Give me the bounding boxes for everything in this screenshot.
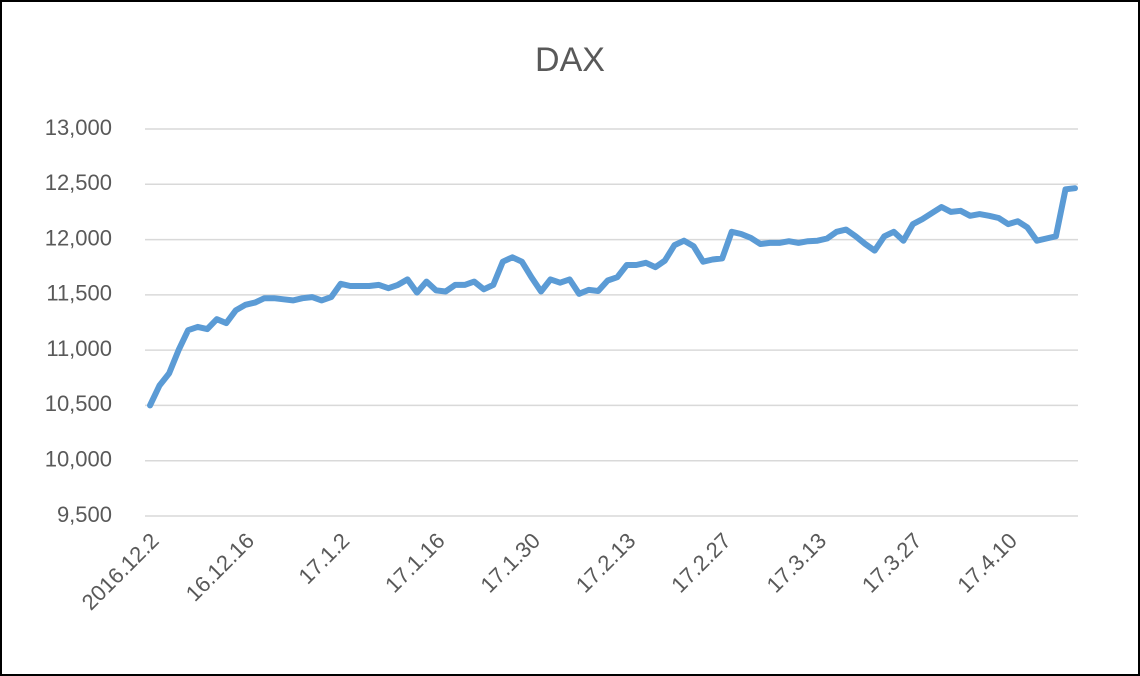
y-tick-label: 12,000 (45, 225, 112, 250)
y-tick-label: 11,500 (46, 281, 112, 306)
y-tick-label: 10,500 (45, 391, 112, 416)
y-tick-label: 9,500 (57, 502, 112, 527)
y-tick-label: 13,000 (45, 115, 112, 140)
y-tick-label: 11,000 (46, 336, 112, 361)
y-tick-label: 12,500 (45, 170, 112, 195)
data-line (147, 185, 1078, 409)
chart-title: DAX (535, 41, 605, 79)
y-tick-label: 10,000 (45, 447, 112, 472)
